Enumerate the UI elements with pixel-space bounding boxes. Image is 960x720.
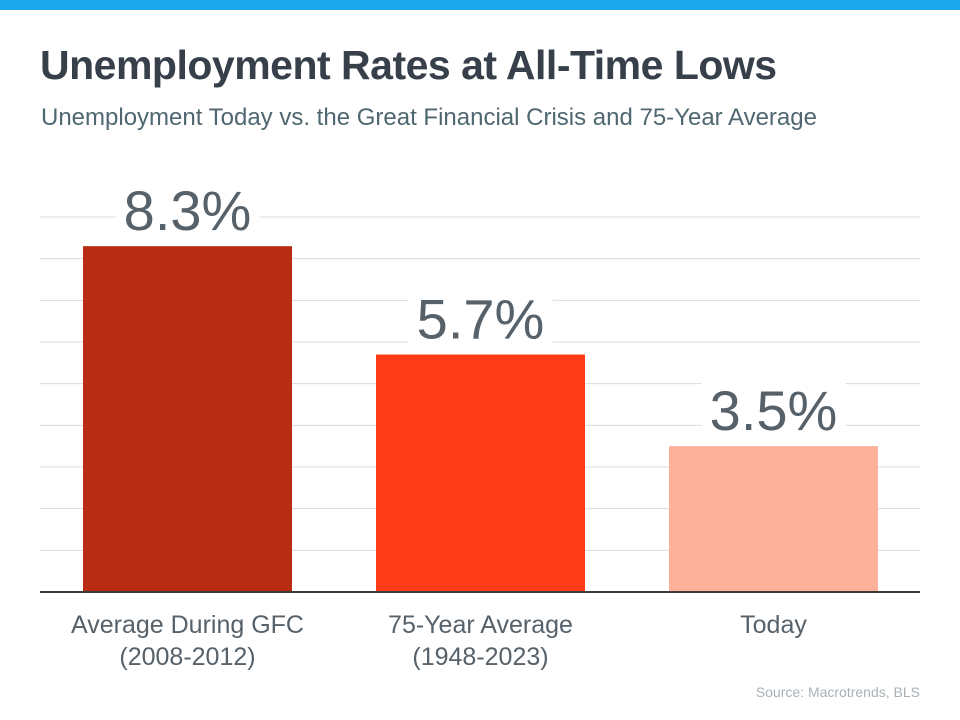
category-label: Average During GFC xyxy=(71,611,304,639)
category-label: (1948-2023) xyxy=(412,643,548,671)
bar xyxy=(669,446,878,592)
chart-title: Unemployment Rates at All-Time Lows xyxy=(40,42,777,88)
value-label-backdrop xyxy=(115,182,260,243)
source-note: Source: Macrotrends, BLS xyxy=(755,684,920,700)
category-label: 75-Year Average xyxy=(388,611,573,639)
value-label-backdrop xyxy=(408,290,553,351)
value-label: 5.7% xyxy=(417,288,545,351)
value-label-backdrop xyxy=(701,382,846,443)
chart-subtitle: Unemployment Today vs. the Great Financi… xyxy=(41,104,817,131)
value-label: 3.5% xyxy=(710,379,838,442)
category-labels: Average During GFC (2008-2012) 75-Year Ave… xyxy=(71,611,807,671)
bars xyxy=(83,246,878,592)
value-label: 8.3% xyxy=(124,179,252,242)
category-label: Today xyxy=(740,611,807,639)
value-labels: 8.3% 5.7% 3.5% xyxy=(115,179,846,443)
bar xyxy=(83,246,292,592)
top-accent-bar xyxy=(0,0,960,10)
category-label: (2008-2012) xyxy=(119,643,255,671)
bar xyxy=(376,354,585,592)
